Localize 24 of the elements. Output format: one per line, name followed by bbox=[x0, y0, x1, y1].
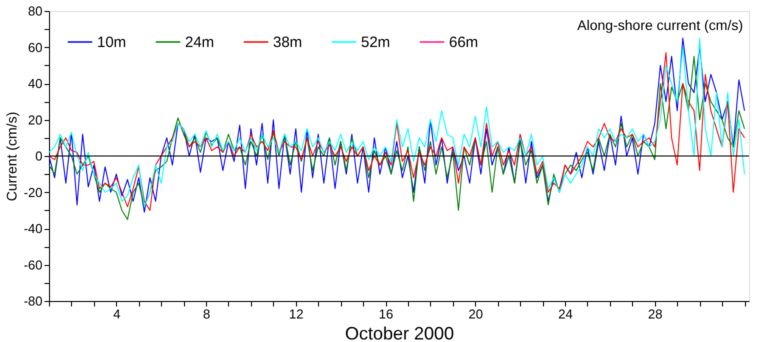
x-tick-label: 8 bbox=[202, 306, 210, 322]
y-tick-label: -60 bbox=[24, 257, 42, 272]
y-tick-label: -80 bbox=[24, 294, 42, 308]
x-tick-label: 12 bbox=[289, 306, 304, 322]
x-axis-title: October 2000 bbox=[344, 324, 454, 342]
legend-label: 24m bbox=[185, 34, 214, 51]
y-tick-label: 0 bbox=[35, 148, 42, 164]
y-tick-label: 40 bbox=[28, 76, 42, 91]
x-tick-label: 4 bbox=[113, 306, 120, 322]
x-tick-label: 24 bbox=[558, 306, 573, 322]
y-tick-label: -20 bbox=[24, 184, 42, 200]
y-axis-title: Current (cm/s) bbox=[4, 112, 20, 202]
legend-label: 10m bbox=[97, 34, 126, 51]
y-tick-label: 20 bbox=[28, 112, 42, 128]
legend-label: 52m bbox=[361, 34, 390, 51]
x-tick-label: 16 bbox=[378, 306, 394, 322]
y-tick-label: 60 bbox=[28, 40, 42, 55]
legend-label: 38m bbox=[273, 34, 302, 51]
annotation: Along-shore current (cm/s) bbox=[577, 17, 743, 33]
x-tick-label: 28 bbox=[648, 306, 663, 322]
y-tick-label: -40 bbox=[24, 221, 42, 236]
legend-label: 66m bbox=[449, 34, 478, 51]
x-tick-label: 20 bbox=[468, 306, 484, 322]
y-tick-label: 80 bbox=[28, 4, 42, 18]
